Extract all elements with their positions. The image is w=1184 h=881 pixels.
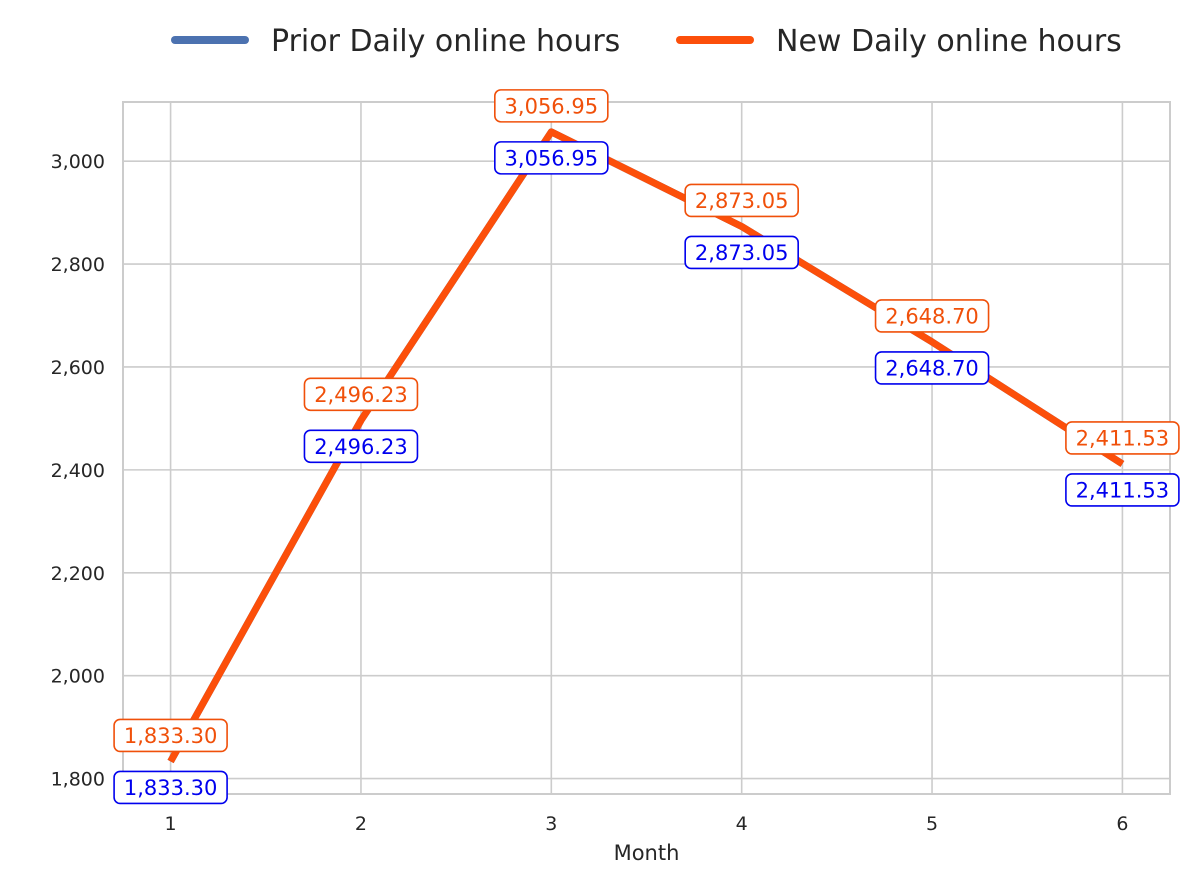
- data-label-text: 2,411.53: [1076, 478, 1170, 502]
- data-label-prior: 1,833.30: [113, 770, 228, 805]
- data-label-text: 1,833.30: [124, 724, 218, 748]
- data-label-text: 2,873.05: [695, 241, 789, 265]
- y-tick-label: 2,800: [51, 254, 105, 276]
- data-label-new: 2,411.53: [1065, 421, 1180, 455]
- y-tick-label: 2,400: [51, 460, 105, 482]
- data-label-text: 2,496.23: [314, 435, 408, 459]
- data-label-box: [303, 377, 419, 412]
- x-tick-label: 4: [736, 813, 748, 835]
- data-label-text: 2,496.23: [314, 383, 408, 407]
- y-tick-label: 2,000: [51, 666, 105, 688]
- data-label-box: [113, 718, 228, 753]
- data-label-new: 3,056.95: [494, 89, 609, 123]
- data-label-box: [303, 429, 419, 464]
- data-label-box: [113, 770, 228, 805]
- data-label-text: 2,873.05: [695, 189, 789, 213]
- data-label-text: 1,833.30: [124, 776, 218, 800]
- data-label-text: 2,648.70: [885, 304, 979, 328]
- data-label-prior: 2,648.70: [874, 351, 990, 385]
- data-label-new: 2,873.05: [684, 183, 799, 218]
- legend-label: New Daily online hours: [776, 24, 1122, 59]
- y-axis-ticks: 1,800 2,000 2,200 2,400 2,600 2,800 3,000: [51, 151, 105, 790]
- x-tick-label: 6: [1116, 813, 1128, 835]
- x-tick-label: 3: [545, 813, 557, 835]
- data-label-prior: 2,496.23: [303, 429, 419, 464]
- legend-item-new: New Daily online hours: [676, 24, 1122, 59]
- data-label-text: 3,056.95: [505, 146, 599, 170]
- data-label-new: 2,496.23: [303, 377, 419, 412]
- data-label-box: [874, 299, 990, 333]
- data-label-text: 3,056.95: [505, 94, 599, 118]
- y-tick-label: 2,600: [51, 357, 105, 379]
- data-label-prior: 2,411.53: [1065, 473, 1180, 507]
- data-label-box: [1065, 473, 1180, 507]
- data-label-box: [494, 89, 609, 123]
- legend-label: Prior Daily online hours: [271, 24, 620, 59]
- legend-item-prior: Prior Daily online hours: [171, 24, 620, 59]
- x-axis-title: Month: [614, 841, 680, 865]
- data-label-prior: 2,873.05: [684, 235, 799, 270]
- data-label-new: 2,648.70: [874, 299, 990, 333]
- x-tick-label: 2: [355, 813, 367, 835]
- data-labels: 1,833.30 2,496.23 3,056.95 2,873.05 2,648.70…: [113, 89, 1180, 805]
- y-tick-label: 3,000: [51, 151, 105, 173]
- data-label-box: [684, 183, 799, 218]
- x-axis-ticks: 1 2 3 4 5 6: [165, 813, 1129, 835]
- grid: [123, 102, 1170, 794]
- x-tick-label: 5: [926, 813, 938, 835]
- y-tick-label: 1,800: [51, 769, 105, 791]
- data-label-box: [494, 141, 609, 175]
- data-label-box: [1065, 421, 1180, 455]
- plot-frame: [122, 101, 1171, 795]
- data-label-box: [874, 351, 990, 385]
- y-tick-label: 2,200: [51, 563, 105, 585]
- x-tick-label: 1: [165, 813, 177, 835]
- data-label-text: 2,648.70: [885, 356, 979, 380]
- data-label-prior: 3,056.95: [494, 141, 609, 175]
- data-label-text: 2,411.53: [1076, 426, 1170, 450]
- data-label-box: [684, 235, 799, 270]
- legend: Prior Daily online hours New Daily online…: [171, 24, 1122, 59]
- data-label-new: 1,833.30: [113, 718, 228, 753]
